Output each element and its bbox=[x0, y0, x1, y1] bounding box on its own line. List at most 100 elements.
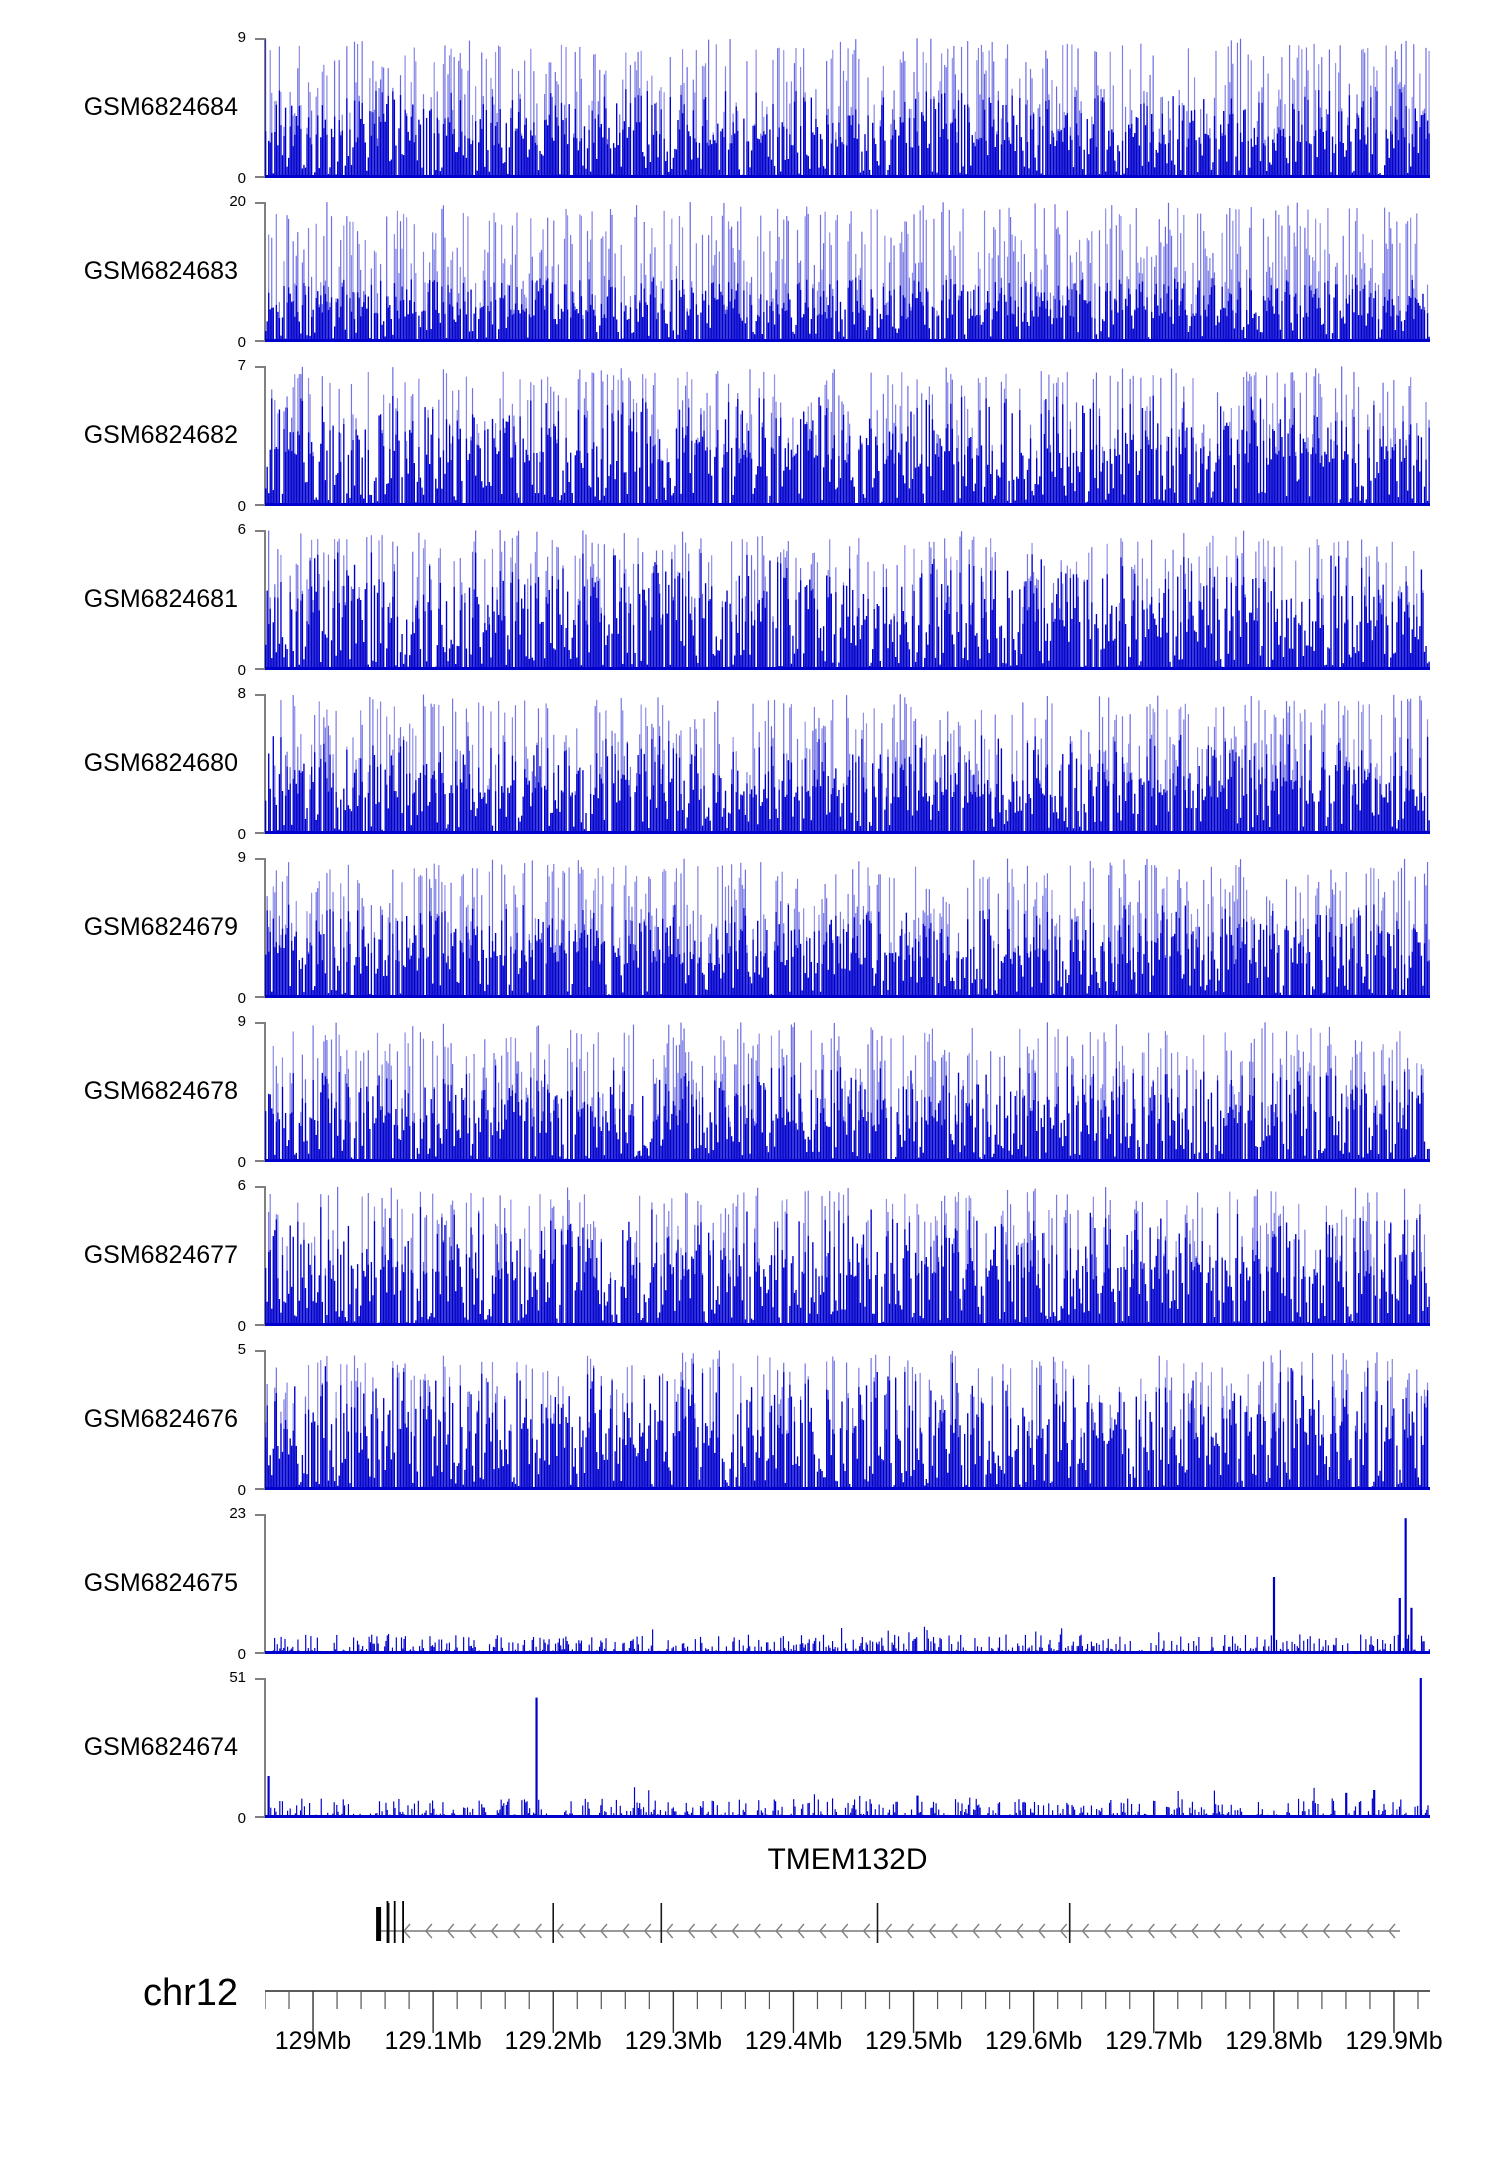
coverage-bars bbox=[265, 694, 1430, 834]
axis-minor-tick bbox=[696, 1991, 698, 2009]
y-axis: 51 0 bbox=[229, 1670, 266, 1826]
coverage-plot-area[interactable] bbox=[265, 858, 1430, 998]
y-axis-max-label: 6 bbox=[237, 521, 246, 538]
axis-tick-label: 129.8Mb bbox=[1225, 2027, 1323, 2055]
y-axis-tick-max bbox=[255, 858, 266, 860]
y-axis-tick-max bbox=[255, 202, 266, 204]
coverage-plot-area[interactable] bbox=[265, 202, 1430, 342]
y-axis-tick-max bbox=[255, 1022, 266, 1024]
axis-major-tick bbox=[1273, 1991, 1275, 2033]
exon-mark bbox=[660, 1903, 663, 1943]
axis-minor-tick bbox=[985, 1991, 987, 2009]
coverage-plot-area[interactable] bbox=[265, 1678, 1430, 1818]
y-axis-tick-max bbox=[255, 530, 266, 532]
coverage-track[interactable]: GSM6824679 9 0 bbox=[0, 850, 1500, 1006]
y-axis-tick-max bbox=[255, 38, 266, 40]
coverage-bars bbox=[265, 1350, 1430, 1490]
y-axis-max-label: 9 bbox=[237, 1013, 246, 1030]
y-axis-max-label: 9 bbox=[237, 849, 246, 866]
y-axis-spine bbox=[264, 202, 266, 342]
y-axis-max-label: 9 bbox=[237, 29, 246, 46]
axis-minor-tick bbox=[816, 1991, 819, 2009]
coverage-track[interactable]: GSM6824675 23 0 bbox=[0, 1506, 1500, 1662]
axis-major-tick bbox=[672, 1991, 675, 2033]
coverage-bars bbox=[265, 858, 1430, 998]
coverage-track[interactable]: GSM6824684 9 0 bbox=[0, 30, 1500, 186]
y-axis-tick-max bbox=[255, 1514, 266, 1516]
strand-arrow bbox=[1344, 1923, 1352, 1939]
y-axis-tick-max bbox=[255, 366, 266, 368]
exon-mark bbox=[393, 1901, 396, 1943]
strand-arrow bbox=[731, 1923, 739, 1939]
strand-arrow bbox=[1278, 1923, 1287, 1939]
axis-minor-tick bbox=[1321, 1991, 1323, 2009]
track-label-gsm6824675: GSM6824675 bbox=[83, 1569, 238, 1597]
axis-tick-label: 129.6Mb bbox=[985, 2027, 1083, 2055]
coverage-track[interactable]: GSM6824674 51 0 bbox=[0, 1670, 1500, 1826]
y-axis-min-label: 0 bbox=[237, 1318, 246, 1335]
strand-arrow bbox=[884, 1923, 893, 1939]
y-axis-min-label: 0 bbox=[237, 170, 246, 187]
strand-arrow bbox=[950, 1923, 958, 1939]
axis-minor-tick bbox=[360, 1991, 362, 2009]
coverage-histogram bbox=[265, 366, 1430, 506]
strand-arrow bbox=[1300, 1923, 1309, 1939]
coverage-track[interactable]: GSM6824683 20 0 bbox=[0, 194, 1500, 350]
axis-minor-tick bbox=[1177, 1991, 1179, 2009]
axis-tick-label: 129.4Mb bbox=[744, 2027, 843, 2055]
coverage-track[interactable]: GSM6824682 7 0 bbox=[0, 358, 1500, 514]
coverage-histogram bbox=[265, 1022, 1430, 1162]
y-axis-max-label: 8 bbox=[237, 685, 246, 702]
strand-arrow bbox=[490, 1923, 499, 1939]
axis-minor-tick bbox=[744, 1991, 747, 2009]
y-axis-tick-min bbox=[255, 996, 266, 998]
y-axis-max-label: 5 bbox=[237, 1341, 246, 1358]
y-axis-min-label: 0 bbox=[237, 334, 246, 351]
coverage-track[interactable]: GSM6824676 5 0 bbox=[0, 1342, 1500, 1498]
y-axis-tick-min bbox=[255, 832, 266, 834]
axis-minor-tick bbox=[1225, 1991, 1227, 2009]
axis-minor-tick bbox=[888, 1991, 891, 2009]
y-axis-min-label: 0 bbox=[237, 826, 246, 843]
strand-arrow bbox=[1169, 1923, 1177, 1939]
coverage-track[interactable]: GSM6824677 6 0 bbox=[0, 1178, 1500, 1334]
coverage-track[interactable]: GSM6824681 6 0 bbox=[0, 522, 1500, 678]
coverage-track[interactable]: GSM6824678 9 0 bbox=[0, 1014, 1500, 1170]
strand-arrow bbox=[643, 1923, 652, 1939]
y-axis-min-label: 0 bbox=[237, 498, 246, 515]
strand-arrow bbox=[1322, 1923, 1330, 1939]
coverage-plot-area[interactable] bbox=[265, 1350, 1430, 1490]
axis-minor-tick bbox=[384, 1991, 386, 2009]
genome-axis-ruler bbox=[265, 1990, 1430, 2033]
strand-arrow bbox=[753, 1923, 761, 1939]
strand-arrow bbox=[1212, 1923, 1221, 1939]
strand-arrow bbox=[906, 1923, 915, 1939]
strand-arrow bbox=[840, 1923, 849, 1939]
strand-arrow bbox=[1191, 1923, 1199, 1939]
coverage-plot-area[interactable] bbox=[265, 1022, 1430, 1162]
coverage-plot-area[interactable] bbox=[265, 38, 1430, 178]
axis-minor-tick bbox=[576, 1991, 578, 2009]
coverage-track[interactable]: GSM6824680 8 0 bbox=[0, 686, 1500, 842]
axis-major-tick bbox=[552, 1991, 554, 2033]
axis-minor-tick bbox=[456, 1991, 458, 2009]
coverage-plot-area[interactable] bbox=[265, 694, 1430, 834]
exon-mark bbox=[1068, 1903, 1071, 1943]
coverage-plot-area[interactable] bbox=[265, 1514, 1430, 1654]
y-axis-spine bbox=[264, 1022, 266, 1162]
axis-minor-tick bbox=[1081, 1991, 1083, 2009]
y-axis-tick-min bbox=[255, 176, 266, 178]
coverage-plot-area[interactable] bbox=[265, 366, 1430, 506]
axis-minor-tick bbox=[840, 1991, 843, 2009]
y-axis-tick-min bbox=[255, 1324, 266, 1326]
exon-mark bbox=[402, 1901, 404, 1943]
y-axis-min-label: 0 bbox=[237, 1482, 246, 1499]
exon-mark bbox=[387, 1903, 390, 1943]
track-label-gsm6824684: GSM6824684 bbox=[83, 93, 238, 121]
coverage-plot-area[interactable] bbox=[265, 1186, 1430, 1326]
strand-arrow bbox=[621, 1923, 630, 1939]
coverage-plot-area[interactable] bbox=[265, 530, 1430, 670]
